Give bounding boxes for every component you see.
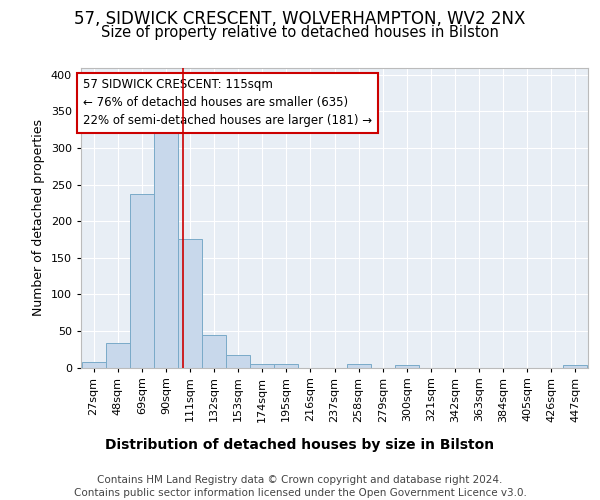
Bar xyxy=(250,364,274,368)
Text: 57 SIDWICK CRESCENT: 115sqm
← 76% of detached houses are smaller (635)
22% of se: 57 SIDWICK CRESCENT: 115sqm ← 76% of det… xyxy=(83,78,373,128)
Text: 57, SIDWICK CRESCENT, WOLVERHAMPTON, WV2 2NX: 57, SIDWICK CRESCENT, WOLVERHAMPTON, WV2… xyxy=(74,10,526,28)
Bar xyxy=(563,366,587,368)
Text: Contains public sector information licensed under the Open Government Licence v3: Contains public sector information licen… xyxy=(74,488,526,498)
Bar xyxy=(395,366,419,368)
Text: Contains HM Land Registry data © Crown copyright and database right 2024.: Contains HM Land Registry data © Crown c… xyxy=(97,475,503,485)
Bar xyxy=(274,364,298,368)
Y-axis label: Number of detached properties: Number of detached properties xyxy=(32,119,45,316)
Text: Distribution of detached houses by size in Bilston: Distribution of detached houses by size … xyxy=(106,438,494,452)
Bar xyxy=(130,194,154,368)
Bar xyxy=(106,344,130,367)
Bar xyxy=(347,364,371,368)
Bar xyxy=(178,240,202,368)
Bar xyxy=(154,134,178,368)
Text: Size of property relative to detached houses in Bilston: Size of property relative to detached ho… xyxy=(101,25,499,40)
Bar xyxy=(82,362,106,368)
Bar xyxy=(226,355,250,368)
Bar xyxy=(202,334,226,368)
